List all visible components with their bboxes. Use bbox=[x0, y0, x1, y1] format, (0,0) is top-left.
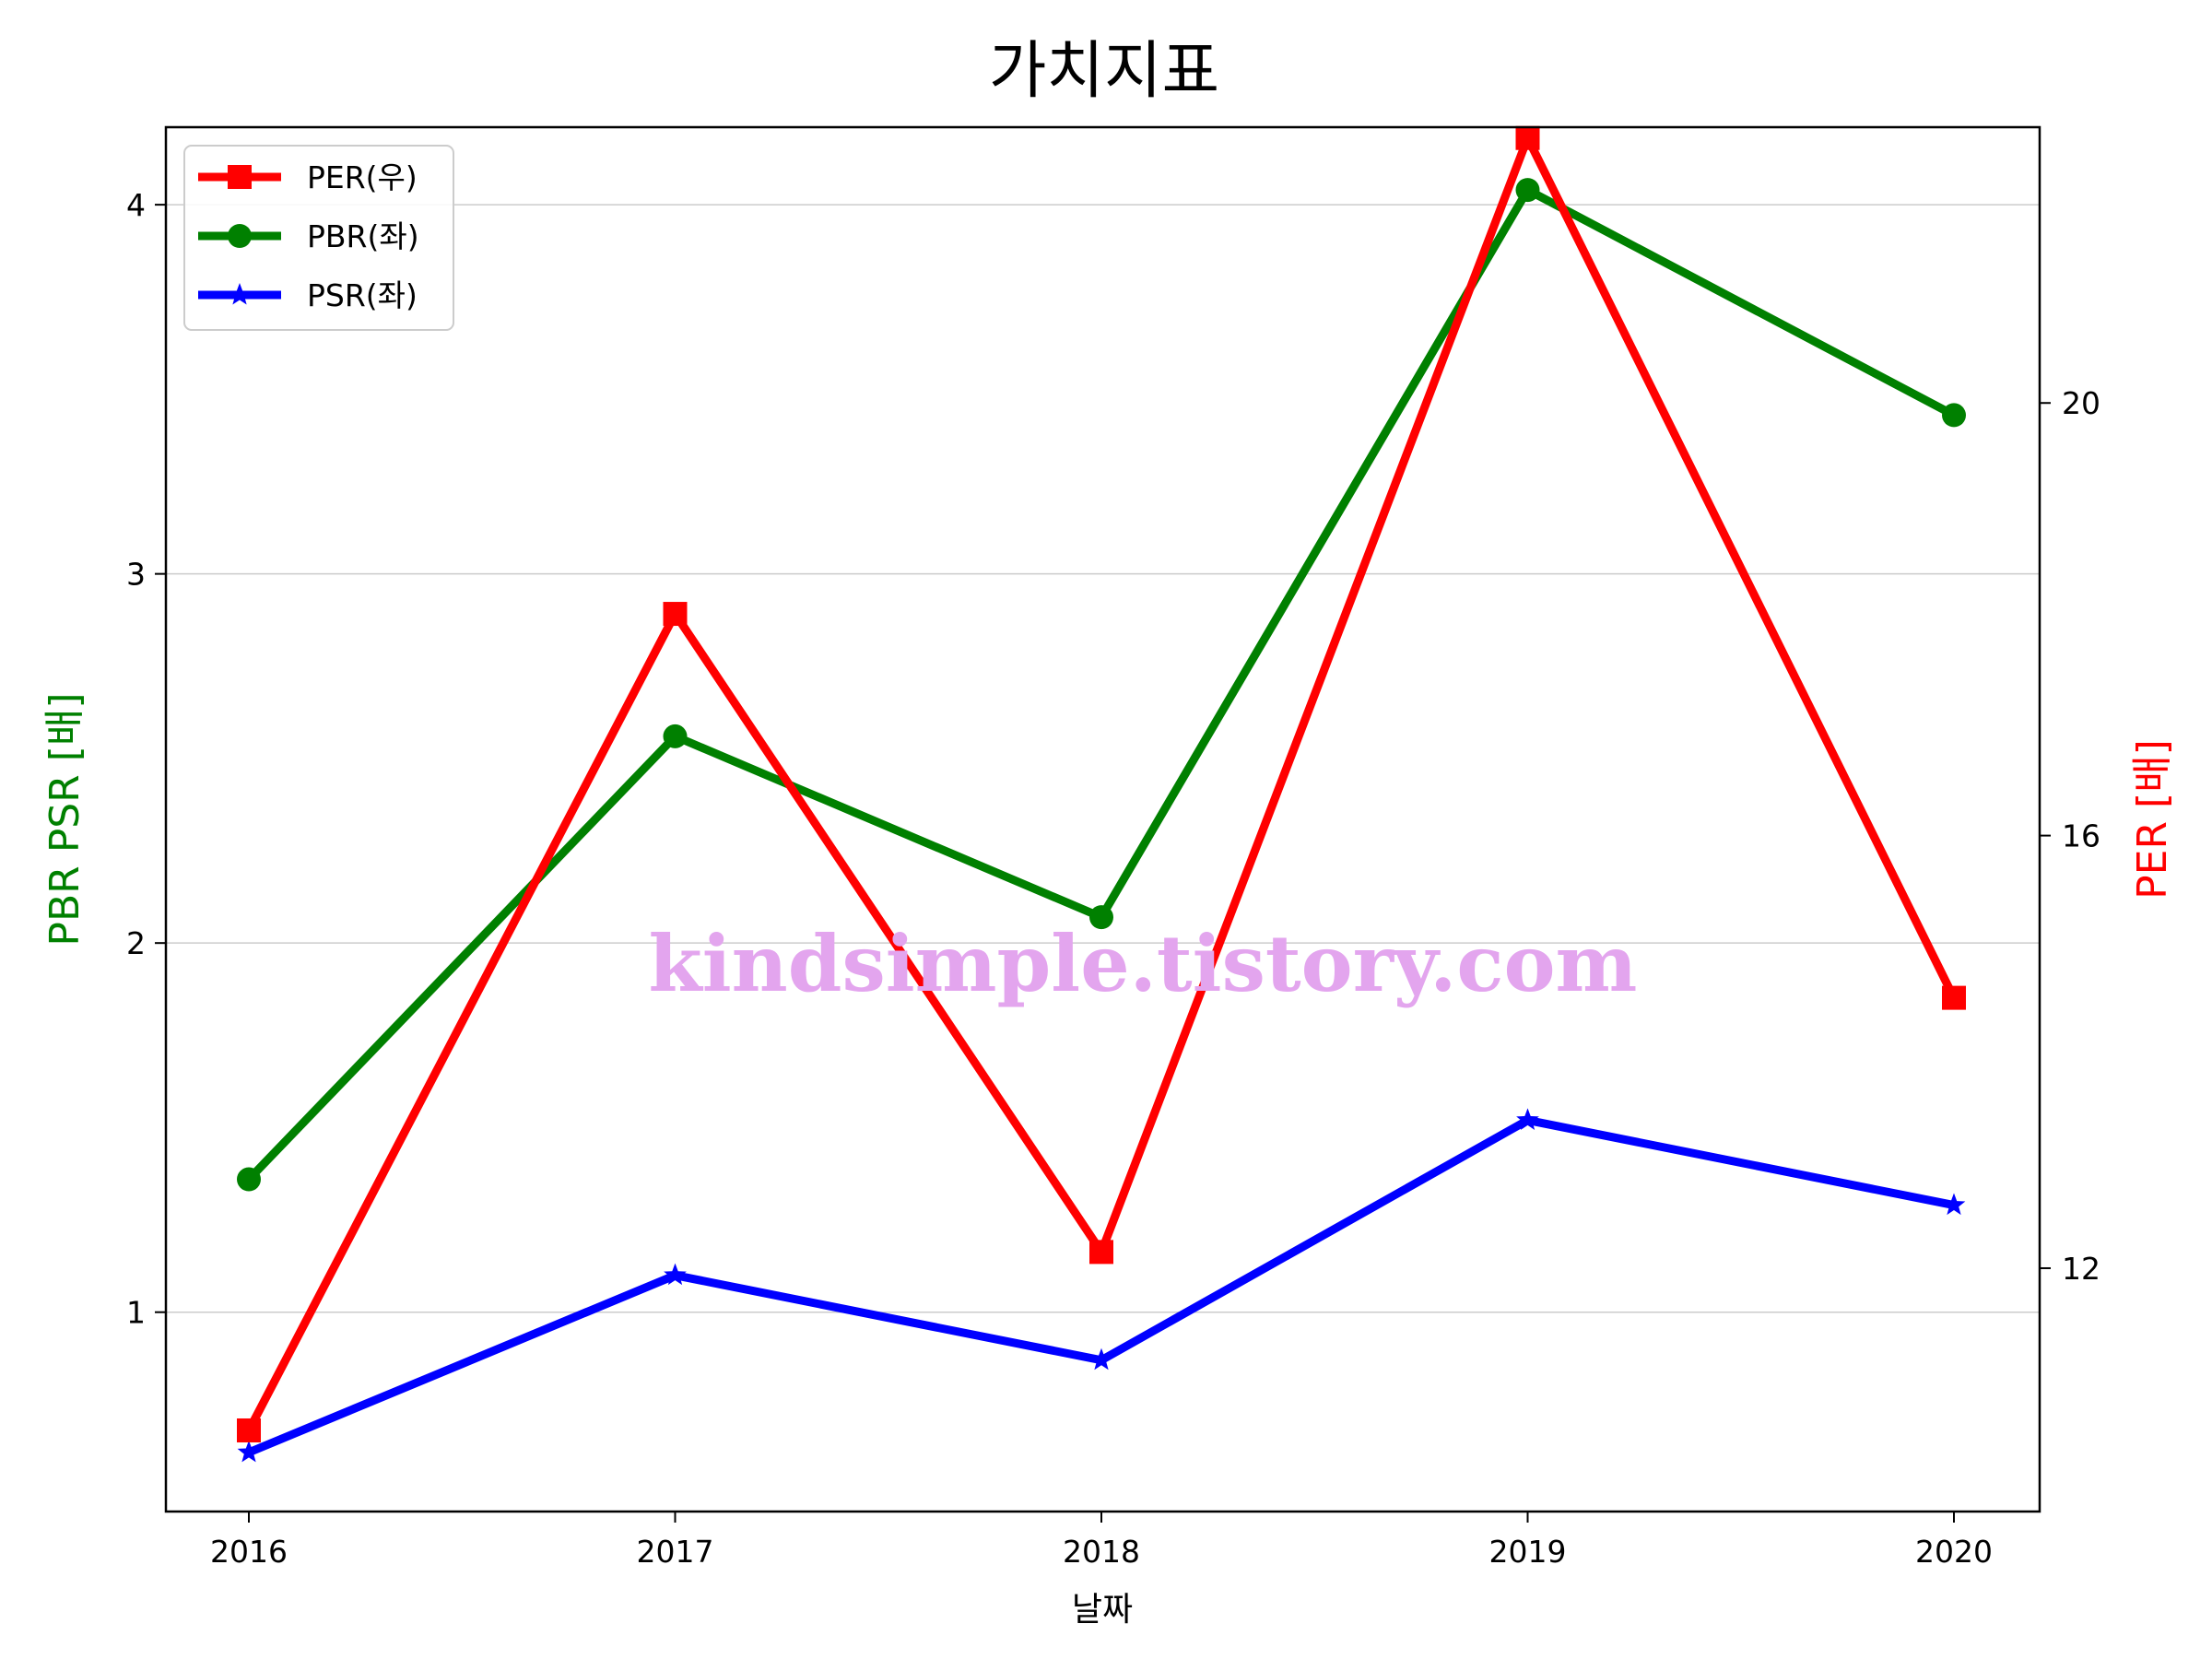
x-tick-label: 2019 bbox=[1489, 1534, 1567, 1570]
series-line-circle bbox=[245, 184, 1957, 1182]
data-point-square bbox=[1089, 1240, 1113, 1265]
series-line-square bbox=[245, 127, 1959, 1433]
y-axis-label-left: PBR PSR [배] bbox=[41, 692, 88, 946]
y-tick-label-left: 4 bbox=[126, 187, 146, 223]
legend-marker bbox=[228, 165, 252, 189]
y-tick-label-right: 12 bbox=[2062, 1251, 2100, 1287]
data-point-square bbox=[1515, 125, 1540, 150]
legend-frame bbox=[183, 145, 454, 331]
y-axis-left: 1 2 3 4 bbox=[126, 187, 166, 1331]
x-axis: 2016 2017 2018 2019 2020 bbox=[210, 1512, 1993, 1570]
y-axis-label-right: PER [배] bbox=[2129, 739, 2176, 900]
legend-label: PBR(좌) bbox=[307, 218, 419, 254]
data-point-star bbox=[1942, 1193, 1966, 1216]
y-axis-right: 12 16 20 bbox=[2040, 385, 2100, 1287]
data-point-square bbox=[1942, 985, 1966, 1010]
legend-marker bbox=[228, 283, 252, 305]
data-point-circle bbox=[237, 1167, 261, 1192]
chart-title: 가치지표 bbox=[989, 35, 1219, 108]
y-tick-label-left: 1 bbox=[126, 1295, 146, 1331]
y-tick-label-left: 2 bbox=[126, 925, 146, 961]
data-point-circle bbox=[1089, 905, 1113, 930]
x-tick-label: 2016 bbox=[210, 1534, 288, 1570]
data-point-star bbox=[237, 1440, 261, 1463]
data-point-circle bbox=[1942, 403, 1966, 428]
legend-label: PSR(좌) bbox=[307, 277, 418, 313]
x-tick-label: 2020 bbox=[1915, 1534, 1993, 1570]
data-point-circle bbox=[663, 724, 688, 748]
y-tick-label-right: 16 bbox=[2062, 818, 2100, 854]
plot-area-frame bbox=[164, 125, 2041, 1513]
data-point-star bbox=[1089, 1347, 1113, 1371]
watermark-text: kindsimple.tistory.com bbox=[649, 918, 1638, 1009]
series-markers bbox=[237, 125, 1966, 1463]
grid-lines bbox=[166, 204, 2040, 1313]
data-point-square bbox=[663, 602, 688, 627]
x-tick-label: 2017 bbox=[637, 1534, 714, 1570]
y-tick-label-right: 20 bbox=[2062, 385, 2100, 421]
legend-label: PER(우) bbox=[307, 159, 418, 195]
legend: PER(우) PBR(좌) PSR(좌) bbox=[183, 145, 454, 331]
x-tick-label: 2018 bbox=[1063, 1534, 1140, 1570]
series-line-star bbox=[247, 1115, 1955, 1457]
data-point-square bbox=[237, 1418, 261, 1442]
x-axis-label: 날짜 bbox=[1072, 1591, 1133, 1629]
data-point-circle bbox=[1515, 178, 1540, 203]
legend-marker bbox=[228, 224, 252, 248]
y-tick-label-left: 3 bbox=[126, 557, 146, 593]
data-point-star bbox=[1516, 1108, 1539, 1130]
data-point-star bbox=[664, 1263, 687, 1286]
